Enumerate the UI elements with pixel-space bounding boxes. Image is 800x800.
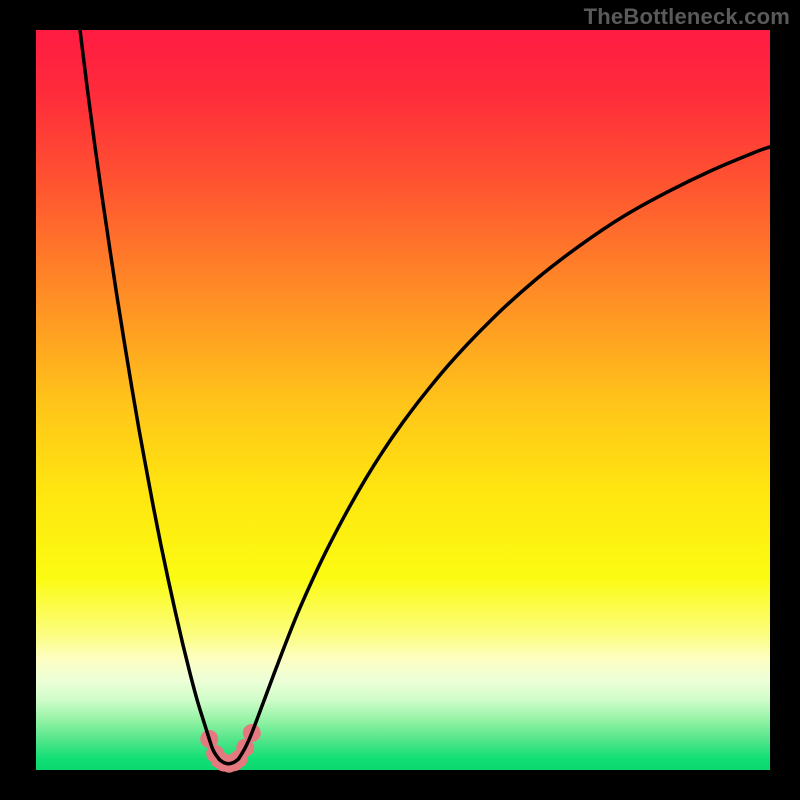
gradient-background [36,30,770,770]
bottleneck-chart [0,0,800,800]
watermark-text: TheBottleneck.com [584,4,790,30]
